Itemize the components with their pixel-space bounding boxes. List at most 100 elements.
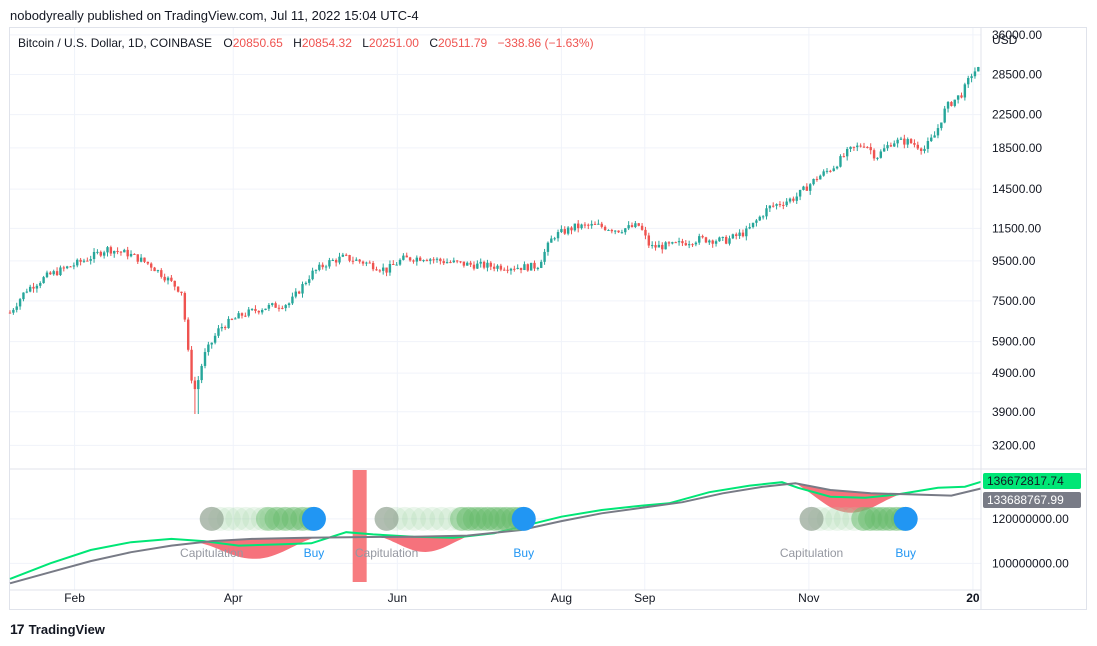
faint-marker <box>876 506 901 531</box>
candle-body <box>677 241 681 243</box>
faint-marker <box>259 506 284 531</box>
high-label: H <box>293 36 302 50</box>
candle-body <box>792 198 795 201</box>
dense-marker <box>864 506 889 531</box>
candle-body <box>815 178 819 180</box>
candle-body <box>422 260 425 262</box>
candle-body <box>106 247 109 253</box>
faint-marker <box>250 506 275 531</box>
candle-body <box>408 257 412 261</box>
indicator-tick-label: 100000000.00 <box>992 556 1069 570</box>
candle-body <box>405 255 408 258</box>
candle-body <box>297 291 301 294</box>
grid-lines <box>10 28 981 590</box>
time-tick-label: Apr <box>224 591 243 605</box>
candle-body <box>738 232 741 236</box>
candle-body <box>79 259 82 262</box>
candle-body <box>748 227 751 229</box>
candle-body <box>193 380 197 390</box>
candle-body <box>953 99 956 106</box>
candle-body <box>735 234 738 236</box>
candle-body <box>365 262 368 264</box>
candle-body <box>267 304 271 309</box>
candle-body <box>533 262 536 269</box>
candle-body <box>482 261 486 268</box>
candle-body <box>909 139 913 144</box>
faint-marker <box>456 506 481 531</box>
candle-body <box>805 186 809 191</box>
candle-body <box>190 349 193 381</box>
candle-body <box>977 67 980 72</box>
candle-body <box>186 319 190 350</box>
candle-body <box>761 216 765 218</box>
candle-body <box>153 267 156 272</box>
candle-body <box>654 245 657 248</box>
axes: 3200.00 3900.00 4900.00 5900.00 7500.00 9500.… <box>10 28 1087 609</box>
dense-marker <box>462 506 487 531</box>
symbol-legend: Bitcoin / U.S. Dollar, 1D, COINBASE O208… <box>18 36 601 50</box>
candle-body <box>573 223 577 231</box>
candle-body <box>462 261 466 266</box>
candle-body <box>139 257 143 262</box>
capitulation-label: Capitulation <box>780 546 843 560</box>
candle-body <box>96 251 99 253</box>
candle-body <box>197 380 200 390</box>
candle-body <box>183 293 187 320</box>
candle-body <box>755 220 758 223</box>
candle-body <box>856 145 859 148</box>
candle-body <box>849 146 852 149</box>
candle-body <box>926 141 930 149</box>
footer-brand[interactable]: 17 TradingView <box>10 621 105 637</box>
faint-marker <box>233 506 258 531</box>
candle-body <box>287 303 291 306</box>
candle-body <box>778 204 782 206</box>
candle-body <box>86 260 89 262</box>
price-tick-label: 22500.00 <box>992 108 1042 122</box>
buy-marker <box>893 506 918 531</box>
candle-body <box>429 259 432 261</box>
capitulation-fill <box>198 537 314 559</box>
tradingview-logo-icon: 17 <box>10 621 25 637</box>
dense-marker <box>281 506 306 531</box>
price-tick-label: 9500.00 <box>992 254 1036 268</box>
candle-body <box>503 269 506 271</box>
candle-body <box>254 308 257 311</box>
candle-body <box>35 285 39 289</box>
candle-body <box>250 308 254 310</box>
candle-body <box>788 198 792 202</box>
symbol-name[interactable]: Bitcoin / U.S. Dollar, 1D, COINBASE <box>18 36 213 50</box>
candle-body <box>126 249 129 257</box>
capitulation-fill <box>381 535 470 552</box>
candle-body <box>133 253 136 255</box>
candle-body <box>18 299 22 307</box>
candle-body <box>489 262 492 267</box>
candle-body <box>600 223 603 227</box>
candle-body <box>160 270 163 277</box>
time-tick-label: Jun <box>388 591 407 605</box>
faint-marker <box>842 506 867 531</box>
candle-body <box>22 292 25 300</box>
candle-body <box>620 232 624 234</box>
faint-marker <box>429 506 454 531</box>
candle-body <box>795 196 798 201</box>
candle-body <box>294 291 297 297</box>
candle-body <box>203 352 207 366</box>
price-tick-label: 14500.00 <box>992 182 1042 196</box>
dense-marker <box>475 506 500 531</box>
change-value: −338.86 (−1.63%) <box>497 36 594 50</box>
candle-body <box>445 262 449 264</box>
candle-body <box>143 257 146 262</box>
candle-body <box>439 258 442 262</box>
candle-body <box>28 286 32 292</box>
price-tick-label: 28500.00 <box>992 68 1042 82</box>
candle-body <box>301 284 304 294</box>
candle-body <box>930 137 933 142</box>
candle-body <box>25 291 29 293</box>
faint-marker <box>447 506 472 531</box>
candle-body <box>687 244 691 246</box>
candle-body <box>382 267 385 271</box>
indicator-tick-label: 120000000.00 <box>992 512 1069 526</box>
candle-body <box>271 303 274 305</box>
price-tick-label: 5900.00 <box>992 335 1036 349</box>
